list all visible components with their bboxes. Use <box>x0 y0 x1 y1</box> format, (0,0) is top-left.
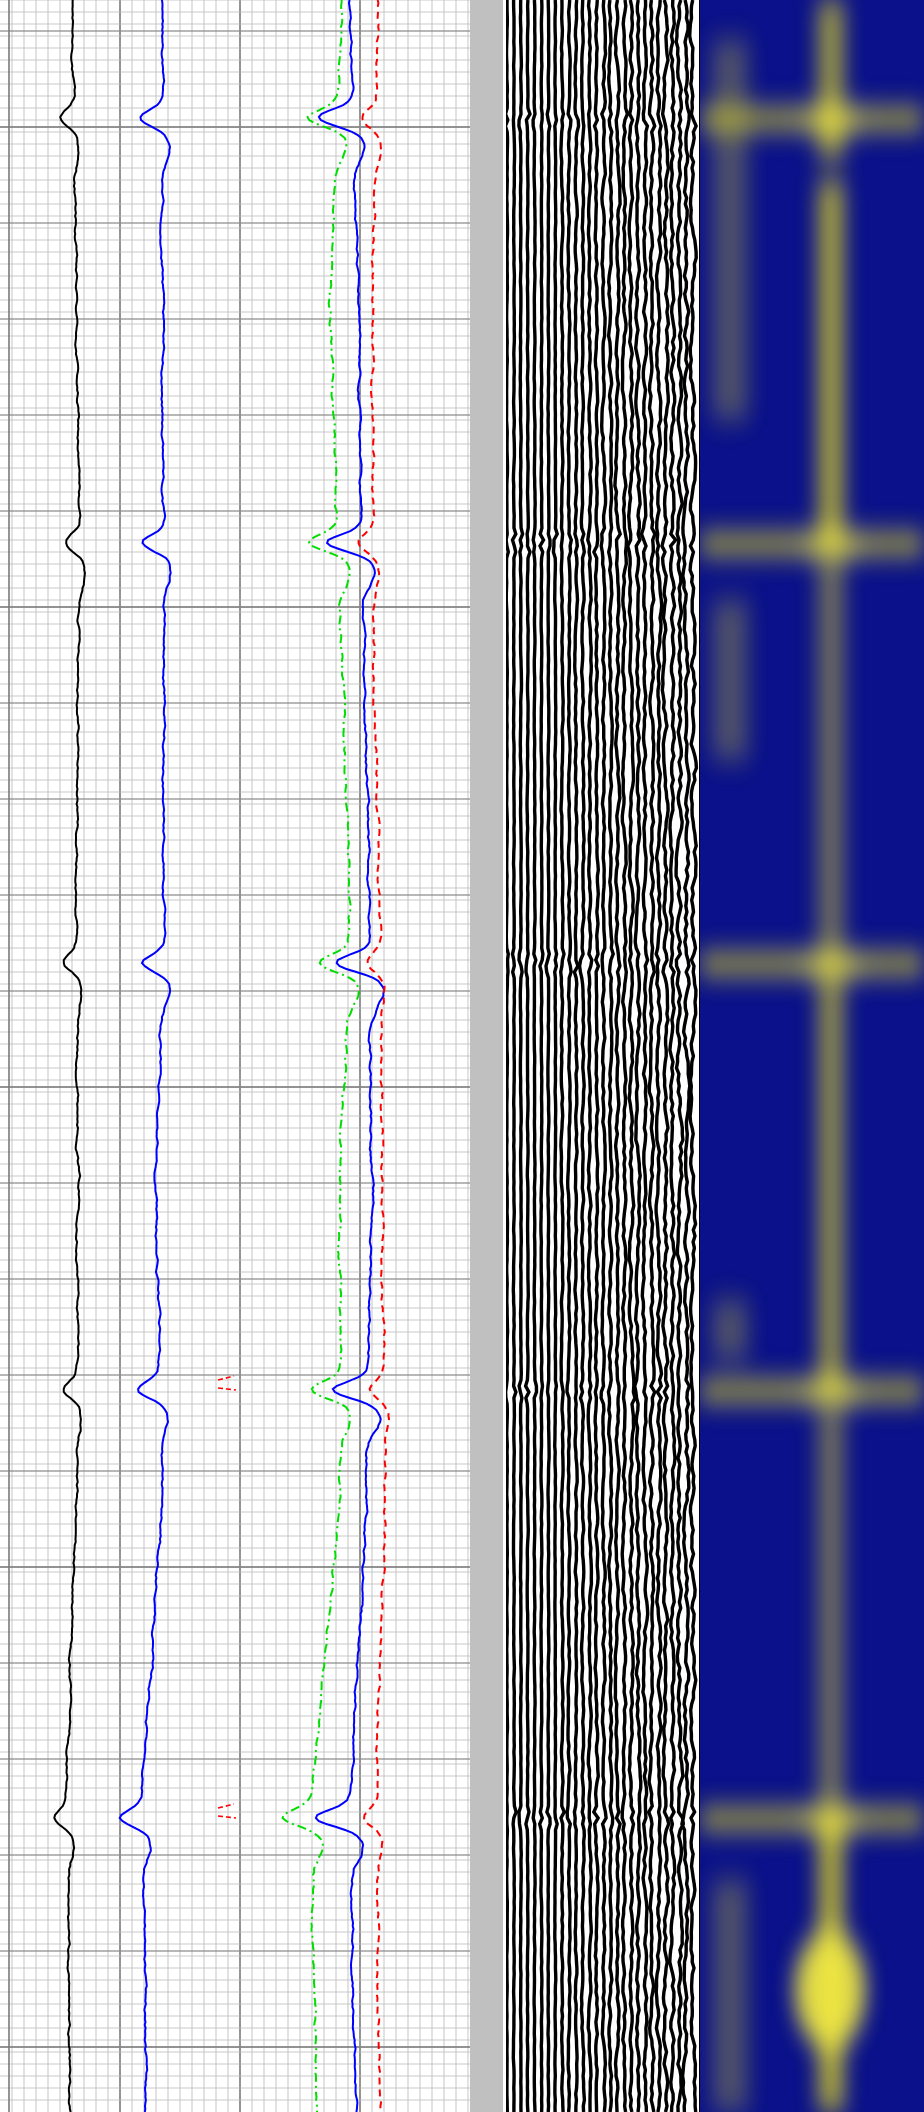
heatmap-peak <box>798 1808 866 1832</box>
wiggle-trace <box>613 0 623 2112</box>
wiggle-trace <box>687 0 699 2112</box>
curve-series-2 <box>281 0 360 2112</box>
heatmap-band <box>818 560 844 960</box>
curve-series-0 <box>53 0 86 2112</box>
heatmap-peak <box>798 108 866 132</box>
red-tick-mark <box>217 1803 237 1819</box>
wiggle-trace <box>599 0 608 2112</box>
wiggle-trace <box>586 0 594 2112</box>
wiggle-trace <box>654 0 664 2112</box>
depth-strip <box>470 0 503 2112</box>
heatmap-band <box>818 0 844 160</box>
wiggle-trace <box>510 0 518 2112</box>
red-tick-mark <box>217 1375 237 1391</box>
wiggle-trace <box>531 0 539 2112</box>
wiggle-trace <box>572 0 581 2112</box>
wiggle-trace <box>551 0 560 2112</box>
curve-series-4 <box>357 0 391 2112</box>
wiggle-trace <box>577 0 587 2112</box>
wiggle-track <box>506 0 700 2112</box>
wiggle-trace <box>523 0 532 2112</box>
curve-series-3 <box>314 0 386 2112</box>
wiggle-trace <box>606 0 616 2112</box>
wiggle-trace <box>544 0 552 2112</box>
heatmap-peak <box>798 533 866 557</box>
wiggle-trace <box>620 0 630 2112</box>
heatmap-band <box>818 1410 844 1810</box>
wiggle-trace <box>558 0 567 2112</box>
heatmap-band <box>712 1300 748 1360</box>
wiggle-trace <box>565 0 574 2112</box>
wiggle-trace <box>537 0 546 2112</box>
curve-series-1 <box>118 0 172 2112</box>
wiggle-trace <box>517 0 525 2112</box>
heatmap-band <box>712 40 748 420</box>
wiggle-trace <box>646 0 657 2112</box>
wiggle-trace <box>639 0 650 2112</box>
heatmap-band <box>712 600 748 760</box>
wiggle-trace <box>660 0 671 2112</box>
heatmap-track <box>700 0 924 2112</box>
heatmap-band <box>712 1880 748 2112</box>
wiggle-trace <box>668 0 678 2112</box>
wiggle-trace <box>625 0 637 2112</box>
heatmap-band <box>818 180 844 540</box>
wiggle-trace <box>674 0 686 2112</box>
wiggle-trace <box>632 0 643 2112</box>
heatmap-band <box>818 980 844 1390</box>
heatmap-blobs <box>700 0 924 2112</box>
wiggle-trace <box>591 0 601 2112</box>
curve-track-grid <box>0 0 470 2112</box>
heatmap-peak <box>798 1380 866 1404</box>
heatmap-peak <box>794 1930 866 2050</box>
heatmap-peak <box>798 953 866 977</box>
curve-track <box>53 0 391 2112</box>
wiggle-trace <box>506 0 511 2112</box>
wiggle-trace <box>680 0 692 2112</box>
